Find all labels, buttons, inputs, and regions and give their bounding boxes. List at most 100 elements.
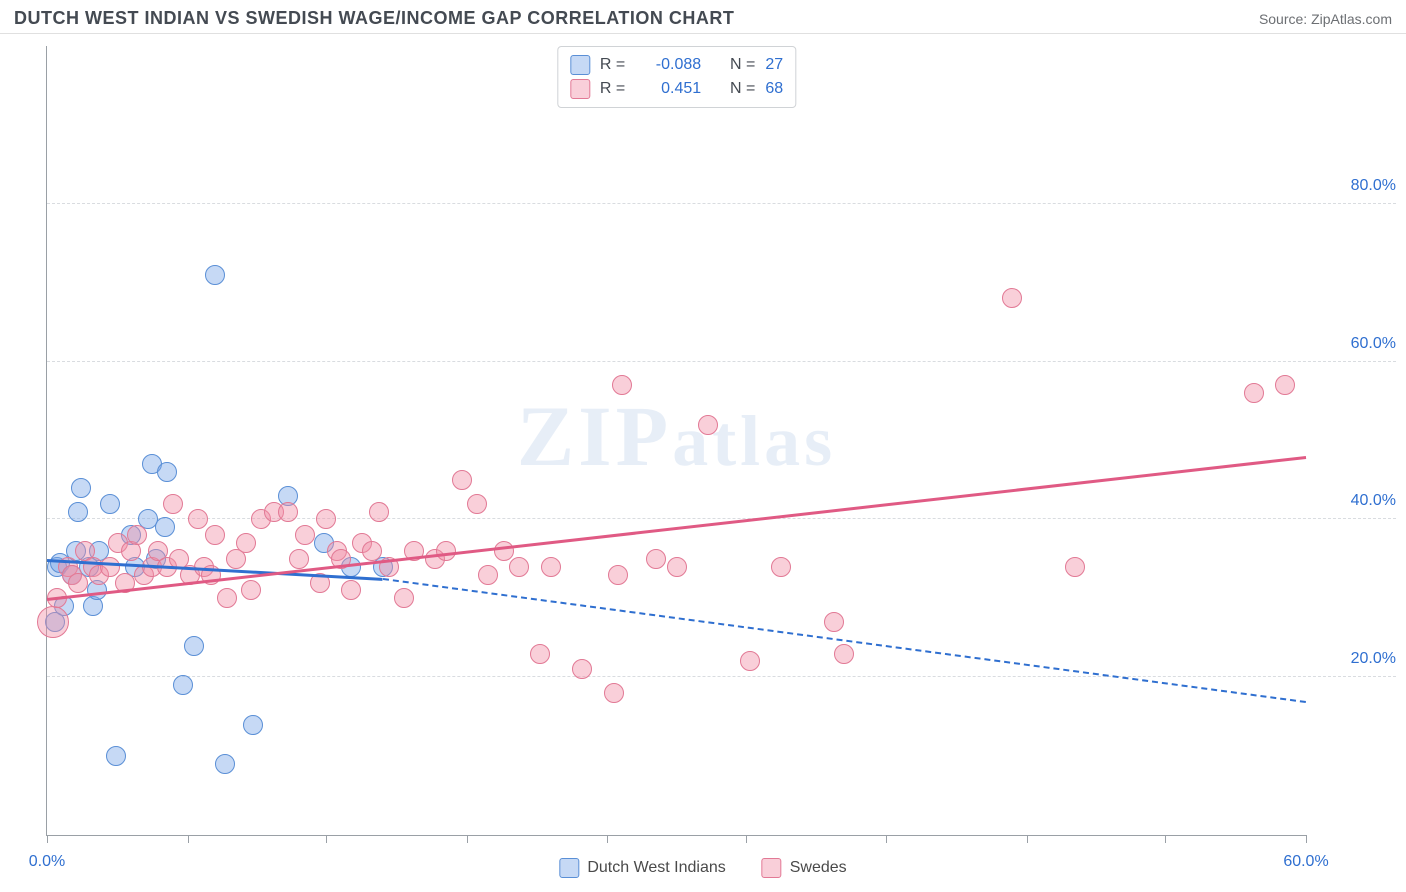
data-point-pink: [1065, 557, 1085, 577]
data-point-pink: [530, 644, 550, 664]
n-label: N =: [730, 53, 755, 77]
series-name-pink: Swedes: [790, 859, 847, 877]
data-point-pink: [369, 502, 389, 522]
data-point-pink: [341, 580, 361, 600]
x-tick-label: 60.0%: [1283, 853, 1328, 871]
data-point-pink: [698, 415, 718, 435]
swatch-pink: [570, 79, 590, 99]
data-point-blue: [205, 265, 225, 285]
x-tick-label: 0.0%: [29, 853, 65, 871]
data-point-pink: [217, 588, 237, 608]
n-label: N =: [730, 77, 755, 101]
data-point-blue: [243, 715, 263, 735]
watermark-prefix: ZIP: [517, 388, 672, 484]
data-point-pink: [295, 525, 315, 545]
data-point-blue: [157, 462, 177, 482]
series-legend: Dutch West Indians Swedes: [559, 858, 846, 878]
data-point-blue: [184, 636, 204, 656]
x-tick: [746, 835, 747, 843]
x-tick: [1165, 835, 1166, 843]
trend-line: [383, 578, 1307, 703]
data-point-pink: [236, 533, 256, 553]
data-point-pink: [188, 509, 208, 529]
data-point-pink: [37, 606, 69, 638]
legend-row-pink: R = 0.451 N = 68: [570, 77, 783, 101]
data-point-pink: [771, 557, 791, 577]
r-value-blue: -0.088: [635, 53, 701, 77]
x-tick: [326, 835, 327, 843]
data-point-pink: [289, 549, 309, 569]
data-point-pink: [478, 565, 498, 585]
data-point-pink: [541, 557, 561, 577]
chart-header: DUTCH WEST INDIAN VS SWEDISH WAGE/INCOME…: [0, 0, 1406, 34]
y-tick-label: 20.0%: [1316, 650, 1396, 668]
data-point-pink: [612, 375, 632, 395]
gridline: [47, 361, 1396, 362]
data-point-pink: [824, 612, 844, 632]
gridline: [47, 676, 1396, 677]
n-value-pink: 68: [765, 77, 783, 101]
data-point-pink: [68, 573, 88, 593]
data-point-pink: [1275, 375, 1295, 395]
data-point-pink: [362, 541, 382, 561]
data-point-pink: [205, 525, 225, 545]
x-tick: [467, 835, 468, 843]
data-point-pink: [467, 494, 487, 514]
legend-item-pink: Swedes: [762, 858, 847, 878]
n-value-blue: 27: [765, 53, 783, 77]
data-point-pink: [436, 541, 456, 561]
data-point-pink: [316, 509, 336, 529]
y-tick-label: 60.0%: [1316, 335, 1396, 353]
watermark: ZIPatlas: [517, 386, 836, 486]
data-point-pink: [646, 549, 666, 569]
data-point-pink: [1244, 383, 1264, 403]
x-tick: [188, 835, 189, 843]
series-name-blue: Dutch West Indians: [587, 859, 725, 877]
data-point-pink: [494, 541, 514, 561]
data-point-blue: [155, 517, 175, 537]
source-attribution: Source: ZipAtlas.com: [1259, 11, 1392, 27]
data-point-blue: [106, 746, 126, 766]
data-point-pink: [100, 557, 120, 577]
chart-title: DUTCH WEST INDIAN VS SWEDISH WAGE/INCOME…: [14, 8, 734, 29]
x-tick: [1027, 835, 1028, 843]
gridline: [47, 203, 1396, 204]
legend-row-blue: R = -0.088 N = 27: [570, 53, 783, 77]
y-tick-label: 40.0%: [1316, 492, 1396, 510]
data-point-pink: [452, 470, 472, 490]
data-point-pink: [163, 494, 183, 514]
correlation-legend: R = -0.088 N = 27 R = 0.451 N = 68: [557, 46, 796, 108]
data-point-pink: [1002, 288, 1022, 308]
data-point-pink: [509, 557, 529, 577]
swatch-blue: [570, 55, 590, 75]
r-value-pink: 0.451: [635, 77, 701, 101]
data-point-blue: [100, 494, 120, 514]
data-point-pink: [127, 525, 147, 545]
legend-item-blue: Dutch West Indians: [559, 858, 725, 878]
data-point-pink: [608, 565, 628, 585]
r-label: R =: [600, 77, 625, 101]
x-tick: [607, 835, 608, 843]
y-tick-label: 80.0%: [1316, 177, 1396, 195]
chart-area: Wage/Income Gap ZIPatlas R = -0.088 N = …: [0, 36, 1406, 892]
source-name: ZipAtlas.com: [1311, 11, 1392, 27]
data-point-pink: [604, 683, 624, 703]
x-tick: [47, 835, 48, 843]
plot-region: ZIPatlas R = -0.088 N = 27 R = 0.451 N =…: [46, 46, 1306, 836]
x-tick: [1306, 835, 1307, 843]
gridline: [47, 518, 1396, 519]
data-point-pink: [278, 502, 298, 522]
trend-line: [47, 456, 1306, 601]
swatch-blue: [559, 858, 579, 878]
data-point-blue: [173, 675, 193, 695]
data-point-pink: [572, 659, 592, 679]
data-point-pink: [241, 580, 261, 600]
data-point-pink: [667, 557, 687, 577]
data-point-pink: [834, 644, 854, 664]
watermark-suffix: atlas: [672, 401, 836, 481]
data-point-blue: [68, 502, 88, 522]
source-label: Source:: [1259, 11, 1311, 27]
data-point-blue: [215, 754, 235, 774]
r-label: R =: [600, 53, 625, 77]
data-point-blue: [71, 478, 91, 498]
